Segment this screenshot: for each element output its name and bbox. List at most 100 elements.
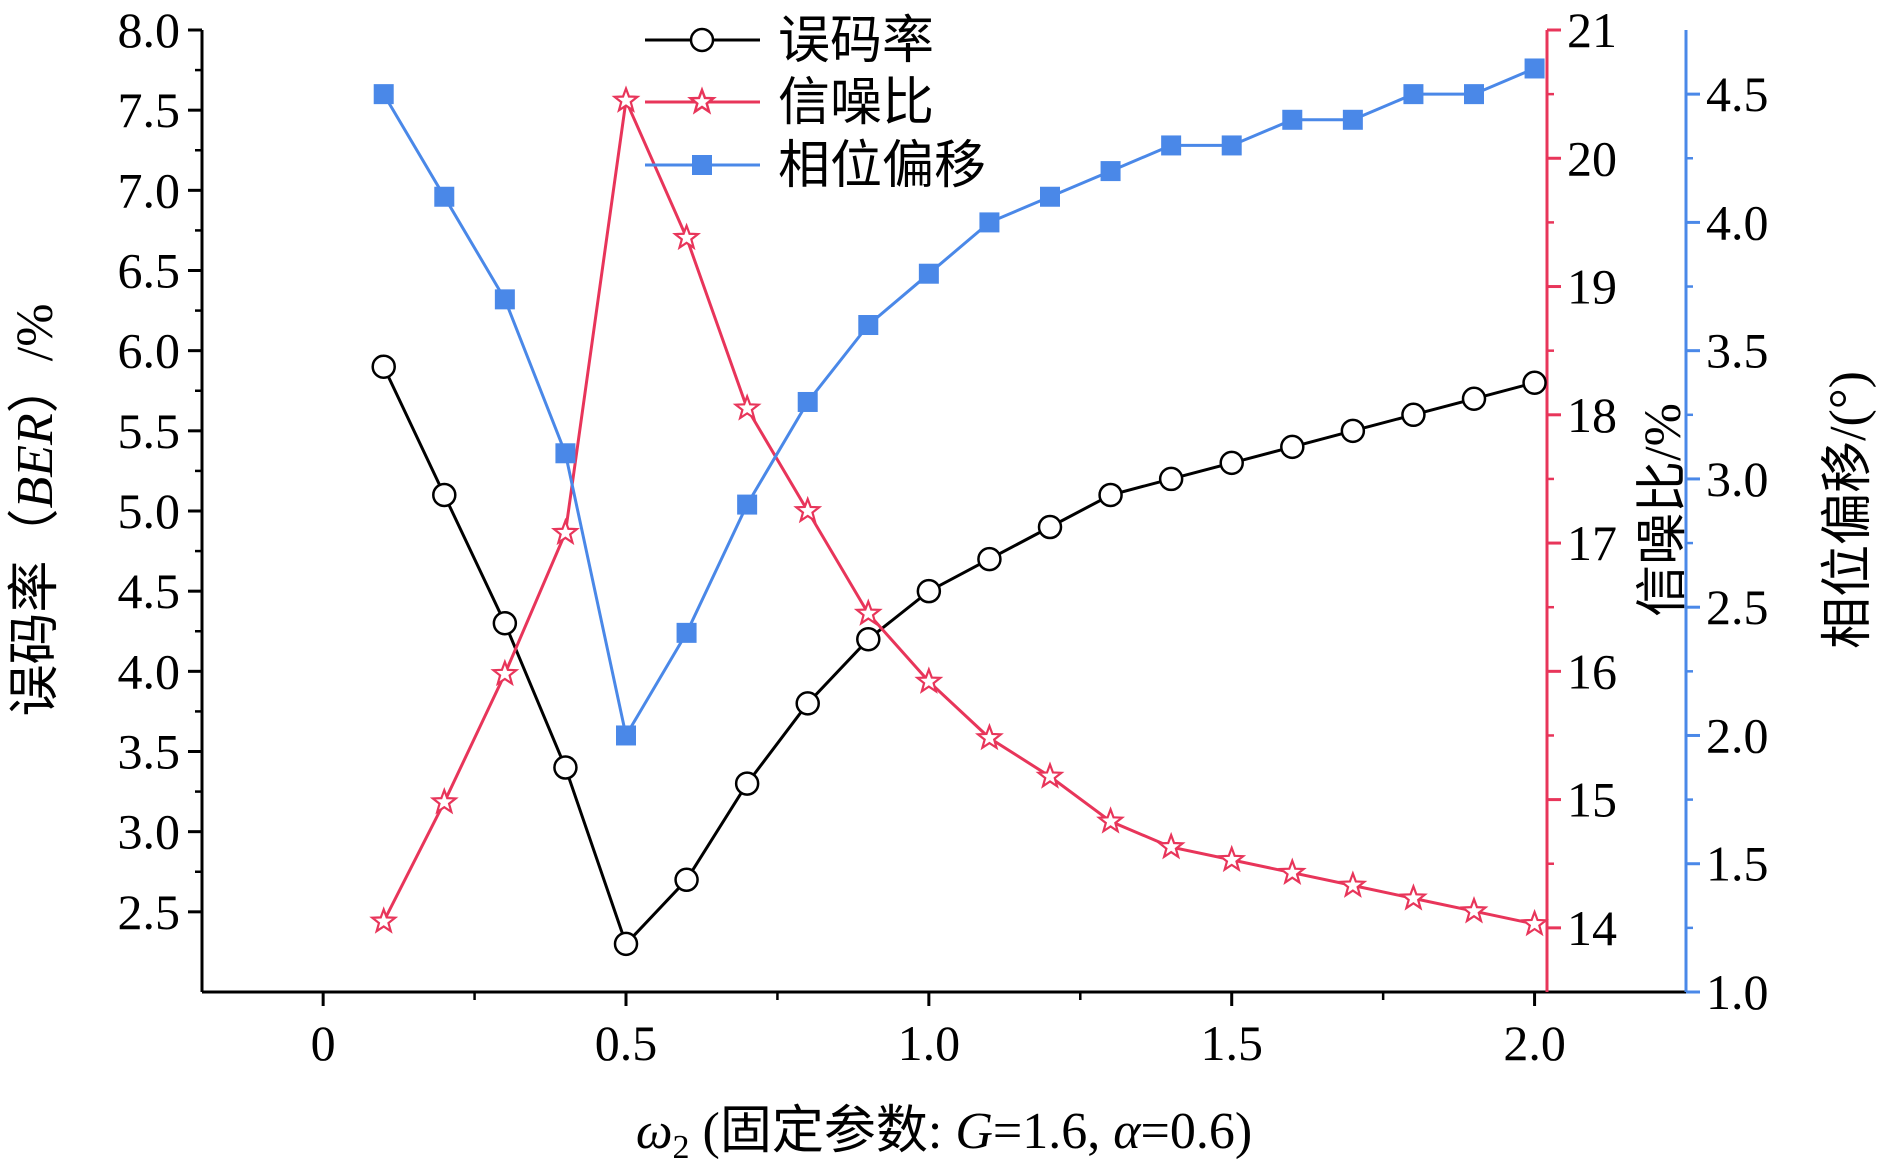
x-axis-title-subscript: 2	[673, 1129, 690, 1165]
snr-tick-label: 14	[1567, 900, 1617, 956]
snr-point	[975, 722, 1004, 751]
ber-axis-title-part2: ）/%	[7, 303, 64, 413]
ber-point	[674, 867, 699, 893]
snr-tick-label: 15	[1567, 772, 1617, 828]
ber-point	[1158, 466, 1184, 492]
ber-point	[916, 578, 942, 604]
phase-line	[382, 67, 1536, 740]
x-tick-label: 1.5	[1200, 1015, 1263, 1071]
snr-series	[369, 85, 1549, 937]
legend: 误码率 信噪比 相位偏移	[645, 13, 986, 195]
phase-tick-label: 1.5	[1706, 836, 1769, 892]
ber-tick-label: 7.5	[118, 82, 181, 138]
legend-entry-phase: 相位偏移	[645, 138, 986, 195]
snr-tick-label: 19	[1567, 259, 1617, 315]
x-tick-label: 0	[311, 1015, 336, 1071]
snr-point	[1459, 896, 1489, 924]
ber-point	[795, 691, 820, 716]
ber-tick-label: 5.0	[118, 483, 181, 539]
ber-tick-label: 4.0	[118, 643, 181, 699]
phase-point	[1524, 58, 1545, 79]
ber-tick-label: 7.0	[118, 162, 181, 218]
snr-point	[429, 786, 459, 815]
x-axis-title-param-alpha: α	[1113, 1103, 1142, 1160]
ber-point	[371, 354, 396, 379]
ber-tick-label: 6.0	[118, 323, 181, 379]
x-tick-label: 2.0	[1503, 1015, 1566, 1071]
snr-point	[1277, 857, 1307, 885]
snr-point	[672, 222, 701, 251]
ber-tick-label: 3.5	[118, 724, 181, 780]
legend-snr-marker	[687, 86, 717, 115]
snr-point	[551, 517, 580, 546]
phase-point	[1221, 135, 1242, 156]
phase-point	[1464, 84, 1484, 105]
phase-point	[1282, 109, 1303, 130]
plot-series	[369, 58, 1549, 957]
legend-phase-marker	[692, 155, 712, 175]
phase-tick-label: 4.5	[1706, 66, 1769, 122]
legend-ber-label: 误码率	[778, 13, 934, 70]
phase-point	[858, 315, 879, 336]
phase-tick-label: 1.0	[1706, 964, 1769, 1020]
phase-point	[616, 725, 636, 746]
axis-ticks: 0 0.5 1.0 1.5 2.0 2.5 3.0 3.5 4.0 4.5 5.0 5.5 6.0 6.5…	[118, 2, 1769, 1071]
snr-point	[1520, 908, 1549, 937]
phase-point	[373, 84, 394, 105]
ber-axis-title-abbr: BER	[7, 413, 64, 508]
ber-point	[1280, 434, 1305, 460]
x-axis-title-text1: (固定参数:	[690, 1103, 956, 1160]
phase-tick-label: 3.0	[1706, 451, 1769, 507]
x-axis-title-text3: =0.6)	[1141, 1103, 1253, 1160]
snr-point	[793, 495, 823, 524]
phase-point	[676, 622, 697, 643]
legend-entry-snr: 信噪比	[645, 75, 934, 132]
ber-point	[492, 610, 518, 636]
phase-point	[1342, 109, 1363, 130]
phase-point	[1403, 84, 1424, 105]
snr-point	[490, 658, 520, 687]
ber-point	[977, 546, 1002, 572]
x-axis-title-text2: =1.6,	[993, 1103, 1113, 1160]
phase-tick-label: 3.5	[1706, 323, 1769, 379]
phase-point	[434, 186, 455, 207]
x-tick-label: 1.0	[898, 1015, 961, 1071]
snr-point	[1035, 761, 1065, 789]
ber-axis-title-part1: 误码率（	[7, 509, 64, 717]
ber-tick-label: 4.5	[118, 563, 181, 619]
ber-point	[1401, 402, 1426, 428]
x-axis-title-omega: ω	[636, 1103, 673, 1160]
phase-tick-label: 4.0	[1706, 194, 1769, 250]
snr-point	[369, 906, 399, 934]
phase-point	[797, 391, 818, 412]
ber-point	[856, 627, 881, 652]
ber-point	[1037, 514, 1063, 540]
phase-tick-label: 2.5	[1706, 579, 1769, 635]
phase-point	[1161, 135, 1182, 156]
phase-point	[494, 289, 515, 310]
legend-entry-ber: 误码率	[645, 13, 934, 70]
snr-axis-title: 信噪比/%	[1635, 403, 1692, 617]
phase-point	[979, 212, 1000, 233]
ber-tick-label: 5.5	[118, 403, 181, 459]
snr-point	[1156, 831, 1186, 860]
ber-point	[1340, 418, 1366, 444]
snr-point	[1096, 806, 1125, 834]
snr-point	[732, 393, 762, 421]
snr-point	[611, 85, 641, 113]
ber-point	[1219, 450, 1244, 476]
snr-point	[914, 666, 944, 694]
snr-point	[1399, 883, 1428, 911]
snr-tick-label: 17	[1567, 515, 1617, 571]
phase-point	[918, 263, 939, 284]
ber-tick-label: 6.5	[118, 243, 181, 299]
ber-point	[432, 482, 457, 508]
ber-tick-label: 3.0	[118, 804, 181, 860]
ber-point	[1522, 370, 1547, 395]
phase-tick-label: 2.0	[1706, 707, 1769, 763]
snr-tick-label: 20	[1567, 130, 1617, 186]
legend-phase-label: 相位偏移	[778, 138, 986, 195]
ber-tick-label: 8.0	[118, 2, 181, 58]
ber-point	[1098, 482, 1123, 508]
